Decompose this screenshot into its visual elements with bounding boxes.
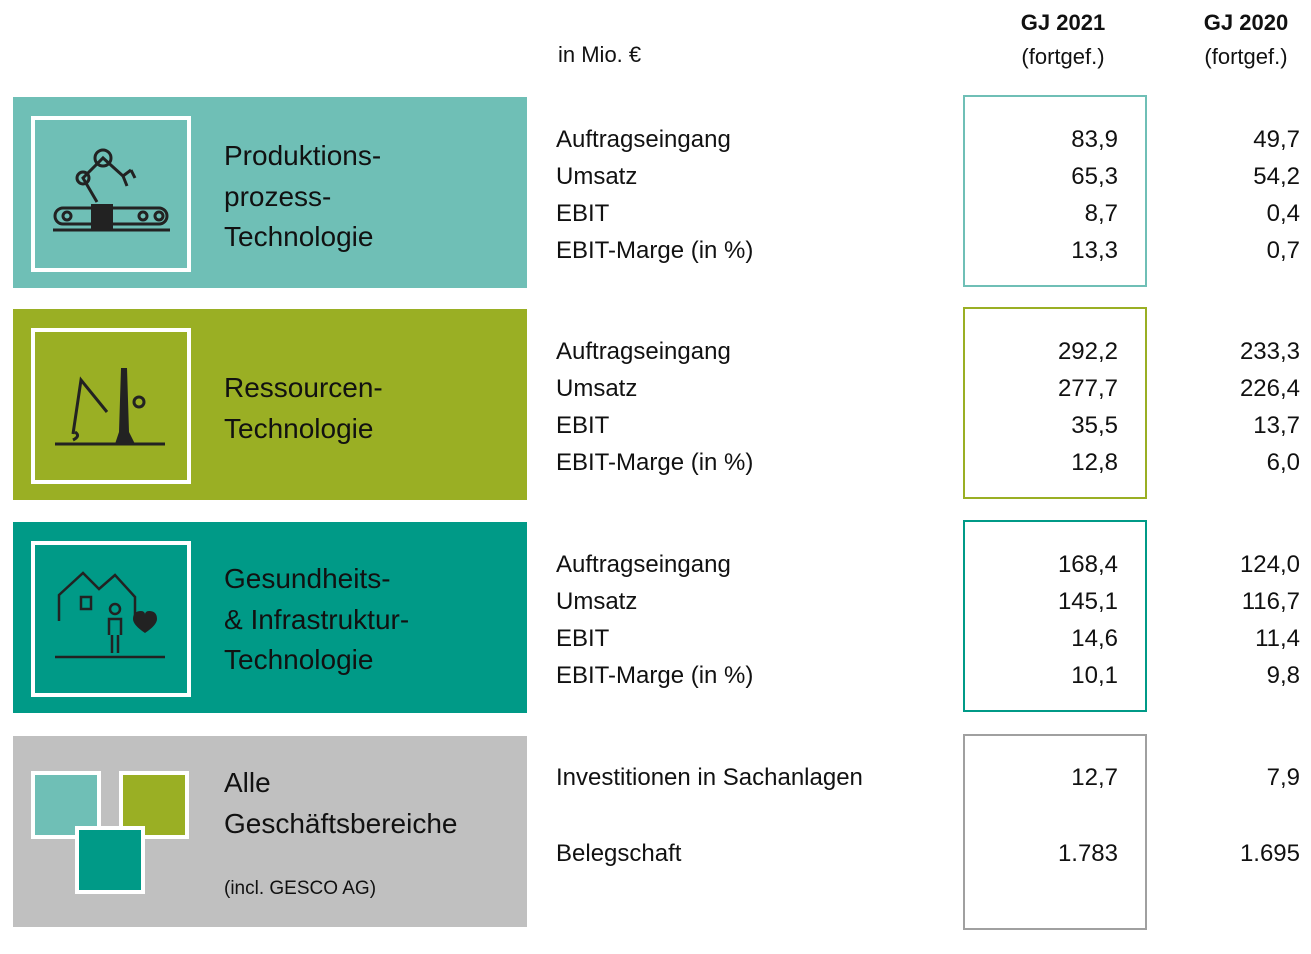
- value-cell: 116,7: [1241, 588, 1300, 615]
- value-cell: 233,3: [1239, 338, 1300, 365]
- icon-frame: [31, 116, 191, 272]
- row-label: Umsatz: [556, 375, 638, 402]
- column-title: GJ 2021: [1020, 10, 1106, 35]
- segment-name: Technologie: [224, 412, 374, 444]
- row-label: EBIT-Marge (in %): [556, 662, 754, 689]
- value-cell: 1.783: [1057, 840, 1118, 867]
- row-label: Auftragseingang: [556, 338, 731, 365]
- segment-name: & Infrastruktur-: [224, 603, 410, 635]
- row-label: EBIT: [556, 625, 610, 652]
- value-cell: 1.695: [1239, 840, 1300, 867]
- value-frame: [963, 307, 1147, 499]
- value-cell: 83,9: [1071, 126, 1118, 153]
- value-cell: 226,4: [1239, 375, 1300, 402]
- value-cell: 13,7: [1253, 412, 1300, 439]
- value-cell: 277,7: [1057, 375, 1118, 402]
- segment-note: (incl. GESCO AG): [224, 878, 377, 899]
- value-cell: 6,0: [1266, 449, 1300, 476]
- value-cell: 9,8: [1266, 662, 1300, 689]
- segment-name: Produktions-: [224, 140, 382, 171]
- row-label: EBIT-Marge (in %): [556, 449, 754, 476]
- crane-icon: [55, 368, 165, 446]
- row-label: EBIT: [556, 200, 610, 227]
- row-label: Belegschaft: [556, 840, 682, 867]
- value-cell: 12,7: [1071, 764, 1118, 791]
- segment-name: Ressourcen-: [224, 372, 383, 403]
- value-cell: 65,3: [1071, 163, 1118, 190]
- value-cell: 35,5: [1071, 412, 1118, 439]
- row-label: Umsatz: [556, 163, 638, 190]
- row-label: EBIT-Marge (in %): [556, 237, 754, 264]
- row-label: Auftragseingang: [556, 126, 731, 153]
- icon-frame: [31, 328, 191, 484]
- segment-panel: Gesundheits- & Infrastruktur- Technologie: [13, 522, 527, 713]
- mini-icon: [75, 826, 145, 894]
- value-cell: 7,9: [1266, 764, 1300, 791]
- value-cell: 8,7: [1084, 200, 1118, 227]
- value-cell: 10,1: [1071, 662, 1118, 689]
- segment-name: Alle: [224, 767, 271, 798]
- column-subtitle: (fortgef.): [1021, 44, 1105, 69]
- row-label: Auftragseingang: [556, 551, 731, 578]
- segment-panel: Alle Geschäftsbereiche (incl. GESCO AG): [13, 736, 527, 927]
- segment-name: Technologie: [224, 644, 374, 675]
- unit: in Mio. €: [558, 42, 642, 67]
- value-cell: 168,4: [1057, 551, 1118, 578]
- value-frame: [963, 95, 1147, 287]
- value-cell: 0,7: [1266, 237, 1300, 264]
- segment-panel: Ressourcen- Technologie: [13, 309, 527, 500]
- segment-name: Gesundheits-: [224, 563, 391, 594]
- value-cell: 49,7: [1253, 126, 1300, 153]
- value-cell: 124,0: [1239, 551, 1300, 578]
- segment-panel: Produktions-prozess- Technologie: [13, 97, 527, 288]
- column-subtitle: (fortgef.): [1204, 44, 1288, 69]
- value-frame: [963, 520, 1147, 712]
- segment-name: prozess-: [224, 180, 332, 212]
- value-cell: 292,2: [1057, 338, 1118, 365]
- row-label: EBIT: [556, 412, 610, 439]
- value-cell: 13,3: [1071, 237, 1118, 264]
- robot-icon: [53, 148, 170, 232]
- value-cell: 145,1: [1057, 588, 1118, 615]
- column-title: GJ 2020: [1203, 10, 1289, 35]
- value-frame: [963, 734, 1147, 930]
- icon-frame: [31, 541, 191, 697]
- value-cell: 54,2: [1253, 163, 1300, 190]
- value-cell: 0,4: [1266, 200, 1300, 227]
- segment-name: Geschäftsbereiche: [224, 807, 458, 839]
- value-cell: 11,4: [1255, 625, 1300, 652]
- row-label: Investitionen in Sachanlagen: [556, 764, 863, 791]
- value-cell: 14,6: [1071, 625, 1118, 652]
- house-icon: [55, 571, 165, 659]
- value-cell: 12,8: [1071, 449, 1118, 476]
- segment-name: Technologie: [224, 221, 374, 252]
- row-label: Umsatz: [556, 588, 638, 615]
